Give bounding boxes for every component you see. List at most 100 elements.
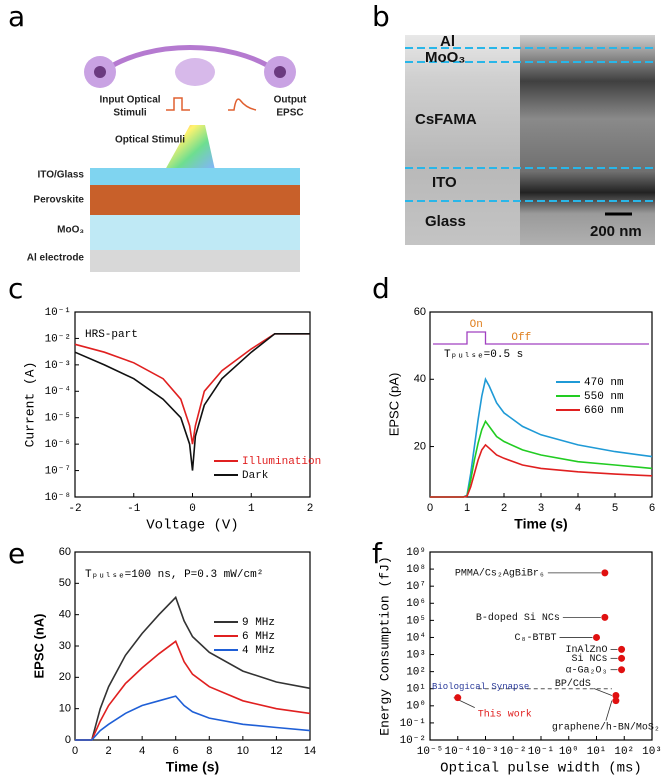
data-point [601,613,609,621]
x-tick-label: 14 [304,745,316,757]
y-tick-label: 50 [59,577,71,589]
stimuli-label: Optical Stimuli [115,135,185,146]
x-tick-label: 1 [248,503,255,515]
scale-label: 200 nm [590,223,642,240]
y-tick-label: 10⁻² [45,333,71,345]
layer-label: MoO₃ [425,49,465,66]
point-label: InAlZnO [566,644,608,656]
panel-letter: e [8,537,25,570]
y-tick-label: 10⁴ [406,632,426,644]
panel-letter: d [372,272,390,305]
layer-label: Al [440,33,455,50]
legend-label: 660 nm [584,405,624,417]
point-label: α-Ga₂O₃ [566,665,608,676]
x-tick-label: -2 [68,503,81,515]
legend-label: 9 MHz [242,617,275,629]
data-point [454,694,462,702]
output-label: Output [274,95,307,106]
legend-label: 550 nm [584,391,624,403]
panel-a: Input Optical Stimuli Output EPSC Optica… [27,45,307,272]
input-label: Input Optical [99,95,160,106]
nucleus [94,66,106,78]
x-tick-label: 10¹ [587,746,607,758]
x-tick-label: 4 [575,502,581,514]
y-tick-label: 60 [59,546,71,558]
layer-label: ITO [432,174,457,191]
y-tick-label: 0 [65,734,71,746]
panel-letter: b [372,0,390,33]
legend-label: Dark [242,470,269,482]
pulse-schematic [433,331,649,345]
y-tick-label: 10⁻⁷ [45,465,71,477]
plot-frame [429,551,653,741]
perovskite-layer [90,185,300,215]
x-tick-label: 5 [612,502,618,514]
x-tick-label: 10⁰ [559,746,579,758]
point-label: B-doped Si NCs [476,612,560,624]
point-label: This work [478,708,532,720]
data-point [618,654,626,662]
data-point [618,666,626,674]
y-tick-label: 10⁻² [400,735,426,747]
x-axis-label: Time (s) [514,516,567,532]
data-point [601,569,609,577]
y-tick-label: 10⁻⁵ [45,413,71,425]
inset-off: Off [511,332,531,344]
x-tick-label: 6 [649,502,655,514]
y-tick-label: 40 [414,373,426,385]
x-tick-label: 10² [614,746,634,758]
legend-label: 4 MHz [242,645,275,657]
y-tick-label: 10⁻⁴ [45,386,71,398]
layer-lines [405,47,655,202]
layer-label: Perovskite [33,195,84,206]
pointer [605,700,613,721]
output-pulse [228,98,257,111]
x-tick-label: -1 [127,503,141,515]
x-axis-label: Voltage (V) [146,518,238,534]
layer-label: Al electrode [27,253,85,264]
y-tick-label: 10⁻³ [45,360,71,372]
y-tick-label: 10 [59,703,71,715]
panel-letter: c [8,272,23,305]
x-tick-label: 1 [464,502,470,514]
x-axis-label: Time (s) [166,759,219,775]
layer-label: Glass [425,213,466,230]
x-tick-label: 0 [427,502,433,514]
y-tick-label: 10⁻⁸ [45,492,71,504]
axon [103,45,277,73]
input-pulse [166,97,190,111]
light-beam [165,125,215,170]
y-tick-label: 10⁶ [406,598,426,610]
series-line [430,419,653,498]
layer-label: ITO/Glass [37,170,84,181]
y-tick-label: 10⁻⁶ [45,439,71,451]
x-tick-label: 0 [189,503,196,515]
data-point [618,645,626,653]
ito-layer [90,168,300,185]
y-tick-label: 40 [59,609,71,621]
x-tick-label: 10³ [642,746,661,758]
annotation: HRS-part [85,329,138,341]
y-tick-label: 10² [406,667,426,679]
annotation: Tₚᵤₗₛₑ=100 ns, P=0.3 mW/cm² [85,569,263,581]
series-line [75,695,311,741]
inset-period: Tₚᵤₗₛₑ=0.5 s [444,349,523,361]
output-label: EPSC [276,108,303,119]
point-label: C₈-BTBT [514,633,556,644]
series-line [74,333,310,471]
panel-b: Al MoO₃ CsFAMA ITO Glass 200 nm [405,33,655,245]
al-layer [90,250,300,272]
data-point [612,697,620,705]
y-tick-label: 10⁰ [406,701,426,713]
x-tick-label: 10⁻² [500,746,526,758]
x-tick-label: 12 [270,745,282,757]
y-tick-label: 10¹ [406,684,426,696]
x-tick-label: 0 [72,745,78,757]
series-line [74,333,310,445]
point-label: PMMA/Cs₂AgBiBr₆ [455,568,545,580]
x-tick-label: 6 [173,745,179,757]
reference-label: Biological Synapse [432,682,529,692]
point-label: Si NCs [572,653,608,665]
x-tick-label: 10⁻⁵ [417,746,443,758]
